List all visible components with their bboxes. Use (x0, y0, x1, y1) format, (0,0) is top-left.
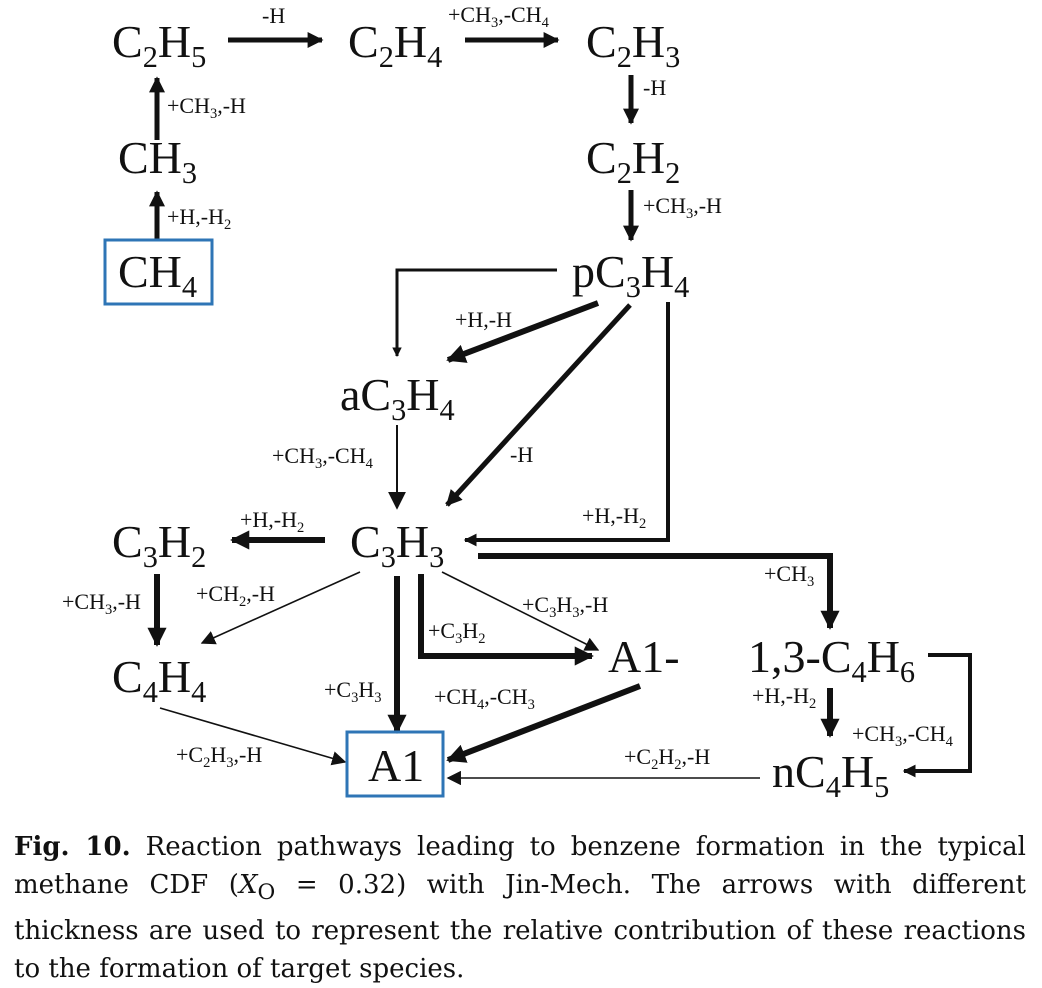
caption-text-part2: ) with Jin-Mech. The arrows with differe… (14, 870, 1026, 985)
species-ac3h4: aC3H4 (340, 369, 455, 427)
figure-caption: Fig. 10. Reaction pathways leading to be… (14, 828, 1026, 988)
arrow-a1minus-a1 (446, 683, 642, 763)
species-c2h5: C2H5 (112, 16, 206, 74)
label-c2h2-pc3h4: +CH3,-H (643, 193, 722, 222)
species-ch4: CH4 (118, 246, 197, 304)
arrow-pc3h4-ac3h4 (446, 300, 600, 363)
label-ch3-c2h5: +CH3,-H (167, 93, 246, 122)
label-pc3h4-c3h3-loop: +H,-H2 (582, 503, 646, 532)
label-ch4-ch3: +H,-H2 (167, 204, 231, 233)
species-a1-benzene: A1 (368, 740, 424, 791)
label-ac3h4-c3h3: +CH3,-CH4 (272, 443, 374, 472)
label-c3h3-c4h4: +CH2,-H (196, 581, 275, 610)
label-pc3h4-c3h3-diag: -H (510, 442, 533, 467)
label-c2h3-c2h2: -H (643, 75, 666, 100)
arrow-c3h3-a1minus (418, 574, 594, 666)
arrow-pc3h4-ac3h4-loop (392, 268, 557, 357)
arrow-c3h3-c4h4 (200, 571, 361, 645)
caption-variable-subscript: O (257, 880, 276, 906)
label-c3h3-a1-radical-thin: +C3H3,-H (522, 592, 608, 621)
label-c3h2-c4h4: +CH3,-H (62, 589, 141, 618)
label-c2h5-c2h4: -H (262, 3, 285, 28)
label-c2h4-c2h3: +CH3,-CH4 (448, 2, 550, 31)
arrow-c3h3-c4h6 (478, 553, 840, 630)
species-c3h3: C3H3 (350, 516, 444, 574)
species-c2h3: C2H3 (586, 16, 680, 74)
species-a1-radical: A1- (608, 631, 680, 682)
arrow-c4h4-a1 (159, 707, 347, 766)
figure-number: Fig. 10. (14, 832, 131, 862)
arrow-pc3h4-c3h3-loop (463, 302, 670, 547)
species-c2h2: C2H2 (586, 132, 680, 190)
label-a1-radical-a1: +CH4,-CH3 (434, 684, 535, 713)
species-13-c4h6: 1,3-C4H6 (748, 631, 915, 689)
label-c3h3-a1-radical: +C3H2 (428, 618, 486, 647)
label-c3h3-a1: +C3H3 (324, 677, 382, 706)
caption-variable: X (238, 870, 258, 900)
species-ch3: CH3 (118, 132, 197, 190)
label-pc3h4-ac3h4: +H,-H (455, 307, 512, 332)
species-c2h4: C2H4 (348, 16, 442, 74)
species-c3h2: C3H2 (112, 516, 206, 574)
label-nc4h5-a1: +C2H2,-H (624, 744, 710, 773)
species-pc3h4: pC3H4 (572, 246, 689, 304)
caption-text-part1: Reaction pathways leading to benzene for… (14, 832, 1026, 900)
arrow-c3h3-a1minus-thin (441, 571, 600, 651)
species-nc4h5: nC4H5 (772, 746, 889, 804)
label-c4h6-nc4h5-loop: +CH3,-CH4 (852, 721, 954, 750)
label-c4h4-a1: +C2H3,-H (176, 742, 262, 771)
label-c3h3-c3h2: +H,-H2 (240, 507, 304, 536)
arrow-pc3h4-c3h3-diag (445, 303, 632, 507)
reaction-pathway-diagram: C2H5 C2H4 C2H3 CH3 C2H2 CH4 pC3H4 aC3H4 … (62, 2, 972, 804)
ch4-box (103, 238, 214, 306)
species-c4h4: C4H4 (112, 651, 206, 709)
label-c3h3-c4h6: +CH3 (764, 561, 814, 590)
a1-box (345, 730, 445, 798)
label-c4h6-nc4h5: +H,-H2 (752, 683, 816, 712)
arrow-c4h6-nc4h5-loop (902, 653, 972, 778)
caption-equation-value: = 0.32 (275, 870, 397, 900)
